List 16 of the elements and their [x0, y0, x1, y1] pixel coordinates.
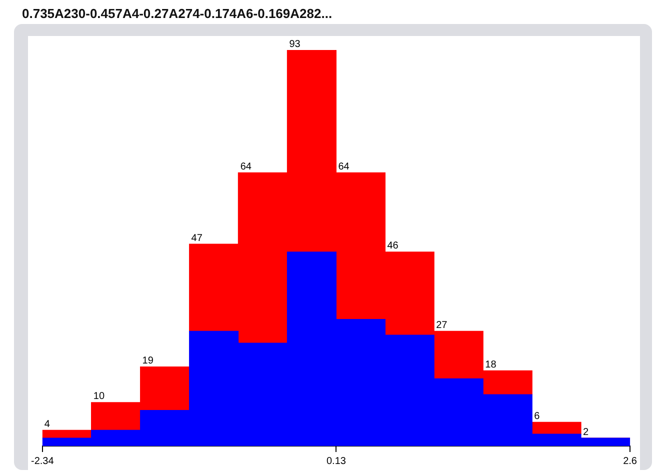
x-tick-label: 2.6	[623, 456, 638, 467]
x-tick-label: -2.34	[31, 456, 54, 467]
annotation: 64	[240, 162, 252, 173]
annotation: 46	[387, 240, 399, 252]
chart-title: 0.735A230-0.457A4-0.27A274-0.174A6-0.169A282...	[22, 6, 332, 21]
annotation: 6	[534, 410, 540, 422]
x-tick-label: 0.13	[326, 456, 346, 467]
annotation: 93	[289, 38, 301, 50]
annotation: 47	[191, 232, 203, 244]
annotation: 4	[44, 418, 50, 430]
annotation: 18	[485, 360, 497, 371]
annotation: 10	[93, 391, 105, 402]
annotation: 64	[338, 162, 350, 173]
annotation: 19	[142, 356, 154, 367]
annotation: 27	[436, 320, 448, 331]
annotation: 2	[583, 426, 590, 438]
